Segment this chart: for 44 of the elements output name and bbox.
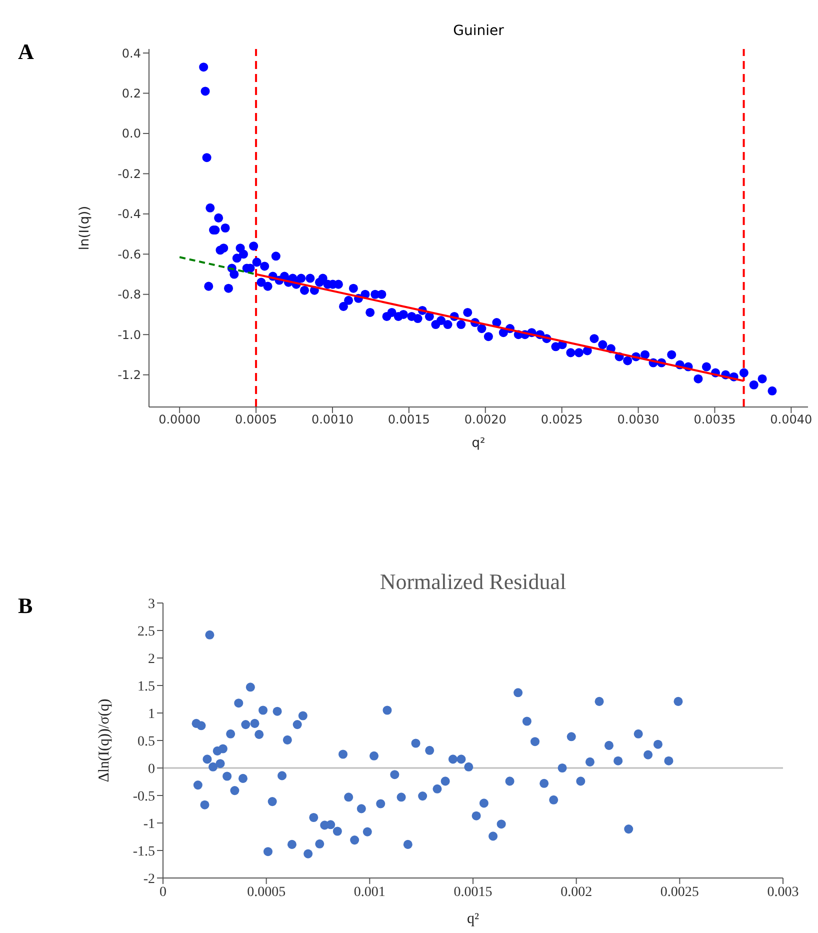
x-tick-label: 0.0005 [247, 884, 286, 900]
y-tick-label: 2 [148, 652, 155, 667]
y-tick-label: 0 [148, 762, 155, 777]
x-tick-label: 0.0025 [540, 412, 583, 427]
y-tick-label: 0.5 [138, 734, 155, 750]
y-axis-title: Δln(I(q))/σ(q) [96, 698, 112, 782]
y-tick-label: 1 [148, 706, 155, 722]
x-tick-label: 0.001 [354, 884, 386, 900]
y-tick-label: -1.5 [132, 844, 155, 860]
y-tick-label: -0.8 [118, 288, 141, 302]
x-tick-label: 0.0020 [464, 412, 506, 427]
x-axis-title: q² [467, 911, 480, 927]
y-tick-label: -1 [143, 816, 155, 832]
y-tick-label: -0.4 [118, 207, 141, 222]
y-tick-label: -2 [143, 872, 155, 887]
chart-title: Normalized Residual [378, 569, 568, 595]
y-tick-label: 1.5 [138, 679, 155, 694]
y-tick-label: -1.2 [118, 368, 141, 382]
x-tick-label: 0.003 [767, 884, 799, 900]
y-tick-label: 2.5 [138, 624, 155, 640]
y-tick-label: 0.0 [122, 126, 141, 141]
x-tick-label: 0.0035 [694, 412, 736, 427]
x-axis-title: q² [472, 436, 486, 451]
text: A [18, 39, 34, 65]
x-tick-label: 0.002 [560, 884, 592, 900]
y-tick-label: 0.4 [122, 46, 141, 60]
y-tick-label: 0.2 [122, 86, 141, 101]
chart-title: Guinier [452, 23, 505, 39]
x-tick-label: 0.0025 [660, 884, 699, 900]
x-tick-label: 0.0010 [311, 412, 354, 427]
y-tick-label: -1.0 [118, 328, 141, 342]
y-tick-label: 3 [148, 596, 155, 612]
x-tick-label: 0.0015 [388, 412, 430, 427]
text: B [18, 593, 33, 619]
x-tick-label: 0.0040 [770, 412, 812, 427]
y-axis-title: ln(I(q)) [78, 206, 93, 250]
x-tick-label: 0.0030 [617, 412, 660, 427]
y-tick-label: -0.5 [132, 789, 155, 804]
x-tick-label: 0.0000 [158, 412, 201, 427]
y-tick-label: -0.6 [118, 247, 141, 262]
x-tick-label: 0.0015 [454, 884, 492, 900]
y-tick-label: -0.2 [118, 166, 141, 181]
x-tick-label: 0 [160, 884, 166, 900]
x-tick-label: 0.0005 [235, 412, 278, 427]
